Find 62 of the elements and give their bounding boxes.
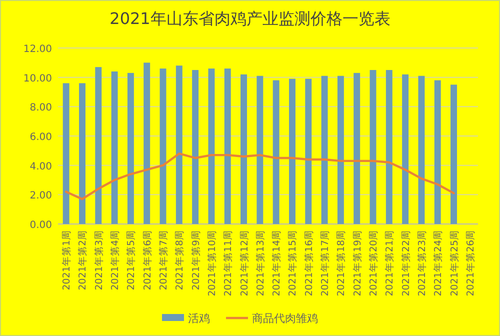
x-tick-label: 2021年第3周 xyxy=(92,230,105,290)
bar xyxy=(450,84,457,224)
y-tick-label: 8.00 xyxy=(30,102,52,114)
bar xyxy=(224,68,231,224)
x-tick-label: 2021年第18周 xyxy=(335,230,348,296)
x-tick-label: 2021年第11周 xyxy=(222,230,234,296)
x-tick-label: 2021年第14周 xyxy=(270,230,283,296)
x-tick-label: 2021年第20周 xyxy=(368,230,380,296)
x-tick-label: 2021年第5周 xyxy=(125,230,138,290)
x-tick-label: 2021年第4周 xyxy=(109,230,122,290)
bar xyxy=(144,62,150,224)
bar xyxy=(62,83,70,224)
y-tick-label: 4.00 xyxy=(30,161,52,172)
x-tick-label: 2021年第23周 xyxy=(416,230,428,296)
x-tick-label: 2021年第2周 xyxy=(76,230,89,290)
bar xyxy=(240,74,247,224)
bar xyxy=(434,80,441,224)
bar xyxy=(370,70,376,224)
y-tick-label: 6.00 xyxy=(30,132,52,143)
x-tick-label: 2021年第6周 xyxy=(141,230,154,290)
x-tick-label: 2021年第8周 xyxy=(174,230,186,290)
x-tick-label: 2021年第1周 xyxy=(60,230,73,290)
x-tick-label: 2021年第21周 xyxy=(384,230,396,296)
x-tick-label: 2021年第10周 xyxy=(206,230,218,296)
bar xyxy=(95,67,102,224)
bar xyxy=(337,76,344,224)
bar xyxy=(208,68,215,224)
bar xyxy=(289,78,296,224)
y-tick-label: 12.00 xyxy=(23,44,52,55)
bar xyxy=(256,76,264,224)
x-tick-label: 2021年第12周 xyxy=(238,230,250,296)
x-tick-label: 2021年第25周 xyxy=(448,230,460,296)
bar xyxy=(127,72,134,224)
legend-label: 活鸡 xyxy=(188,312,210,325)
x-tick-label: 2021年第15周 xyxy=(286,230,299,296)
bar xyxy=(272,80,280,224)
bar xyxy=(192,70,199,224)
legend-label: 商品代肉雏鸡 xyxy=(252,312,318,325)
bar xyxy=(160,68,166,224)
x-tick-label: 2021年第16周 xyxy=(302,230,315,296)
x-tick-label: 2021年第22周 xyxy=(400,230,412,296)
x-tick-label: 2021年第7周 xyxy=(158,230,170,290)
bar xyxy=(386,70,392,224)
bar xyxy=(402,74,409,224)
x-tick-label: 2021年第19周 xyxy=(351,230,364,296)
bar xyxy=(305,78,312,224)
y-tick-label: 10.00 xyxy=(23,73,52,84)
line-series xyxy=(64,152,455,200)
x-tick-label: 2021年第24周 xyxy=(432,230,444,296)
bar xyxy=(354,72,360,224)
bar xyxy=(418,76,425,224)
bar xyxy=(79,83,86,224)
x-tick-label: 2021年第26周 xyxy=(464,230,476,296)
bar xyxy=(321,76,328,224)
x-tick-label: 2021年第13周 xyxy=(254,230,266,296)
y-tick-label: 0.00 xyxy=(30,220,52,231)
chart-title: 2021年山东省肉鸡产业监测价格一览表 xyxy=(110,9,390,28)
bar xyxy=(176,66,182,224)
x-tick-label: 2021年第9周 xyxy=(190,230,202,290)
bar xyxy=(111,71,118,224)
x-tick-label: 2021年第17周 xyxy=(319,230,332,296)
y-tick-label: 2.00 xyxy=(30,190,52,202)
